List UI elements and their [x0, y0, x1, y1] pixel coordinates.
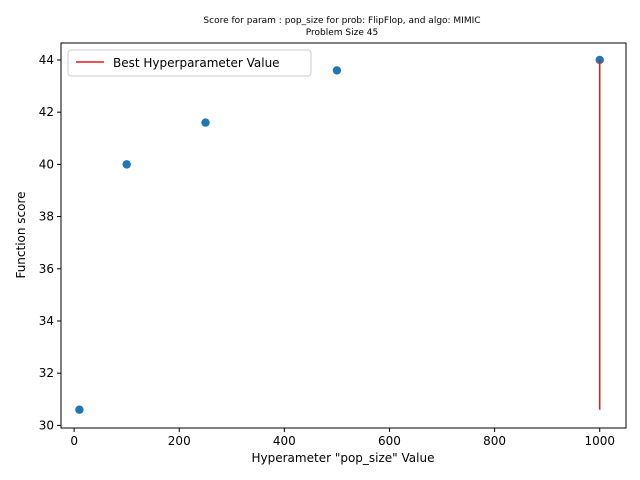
- scatter-point: [75, 405, 84, 414]
- scatter-point: [122, 160, 131, 169]
- legend-box: [67, 49, 312, 77]
- data-points: [75, 55, 604, 414]
- x-tick-label: 600: [378, 434, 401, 448]
- x-tick-label: 1000: [584, 434, 615, 448]
- chart-subtitle: Problem Size 45: [306, 28, 378, 38]
- y-tick-label: 38: [39, 210, 54, 224]
- legend-label: Best Hyperparameter Value: [113, 56, 280, 70]
- scatter-point: [332, 66, 342, 75]
- chart-title: Score for param : pop_size for prob: Fli…: [203, 16, 480, 26]
- scatter-point: [201, 118, 210, 127]
- y-tick-label: 36: [39, 262, 54, 276]
- y-tick-label: 40: [39, 157, 54, 171]
- y-tick-label: 44: [39, 53, 54, 67]
- x-axis-label: Hyperameter "pop_size" Value: [252, 451, 435, 465]
- x-tick-label: 0: [70, 434, 78, 448]
- x-tick-label: 200: [168, 434, 191, 448]
- y-tick-label: 32: [39, 366, 54, 380]
- x-tick-label: 400: [273, 434, 296, 448]
- x-axis-ticks: 0 200 400 600 800 1000: [70, 428, 615, 448]
- y-axis-label: Function score: [14, 191, 28, 278]
- y-tick-label: 34: [39, 314, 54, 328]
- y-tick-label: 30: [39, 418, 54, 432]
- y-tick-label: 42: [39, 105, 54, 119]
- plot-frame: [60, 42, 627, 429]
- x-tick-label: 800: [483, 434, 506, 448]
- y-axis-ticks: 30 32 34 36 38 40 42 44: [39, 53, 61, 432]
- legend: Best Hyperparameter Value: [67, 49, 312, 77]
